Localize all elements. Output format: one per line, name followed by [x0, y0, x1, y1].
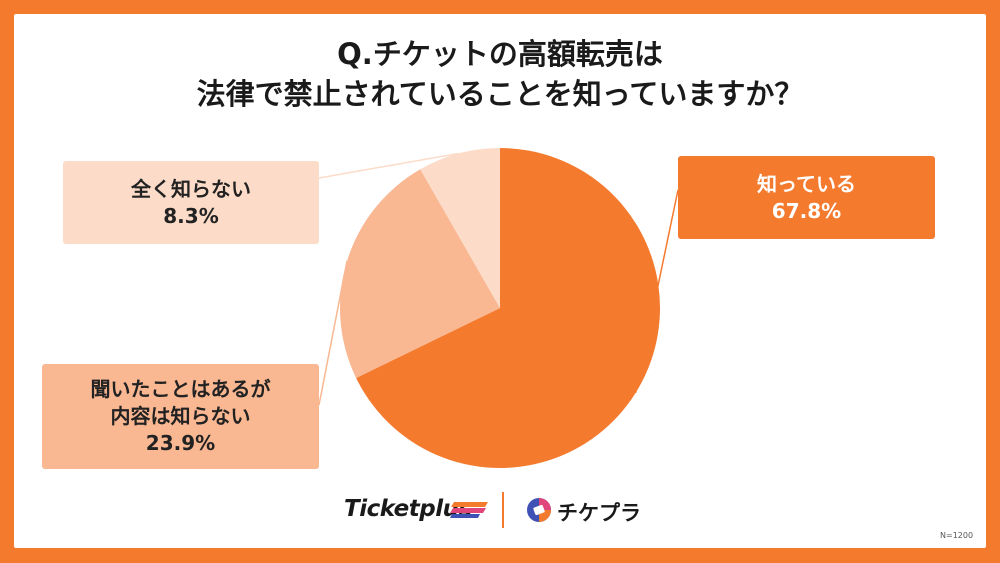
slice-value-unknown: 8.3%: [163, 203, 219, 228]
pie-slice-heard: [340, 169, 500, 378]
title-line-1: Q.チケットの高額転売は: [337, 37, 663, 71]
label-box-unknown: 全く知らない 8.3%: [63, 161, 319, 244]
leader-line-unknown: [318, 152, 459, 179]
chikepura-logo-icon: [527, 498, 551, 522]
slice-value-heard: 23.9%: [145, 431, 216, 455]
slice-value-know: 67.8%: [771, 198, 842, 223]
slice-label-heard-line-2: 内容は知らない: [110, 404, 251, 428]
sample-size-note: N=1200: [940, 531, 974, 540]
ticketplus-stripes-icon: [450, 502, 488, 518]
footer: Ticketplus チケプラ: [0, 488, 1000, 532]
slice-label-unknown: 全く知らない: [131, 176, 251, 201]
footer-divider: [502, 492, 504, 528]
slice-label-know: 知っている: [757, 171, 856, 196]
leader-line-know: [634, 189, 679, 394]
leader-line-heard: [318, 260, 348, 406]
pie-slice-know: [356, 148, 660, 468]
chart-title: Q.チケットの高額転売は 法律で禁止されていることを知っていますか？: [0, 34, 1000, 114]
chikepura-logo-text: チケプラ: [557, 501, 641, 525]
label-box-know: 知っている 67.8%: [678, 156, 935, 239]
slice-label-heard-line-1: 聞いたことはあるが: [90, 377, 271, 401]
title-line-2: 法律で禁止されていることを知っていますか？: [196, 77, 804, 111]
pie-slice-unknown: [420, 148, 500, 308]
label-box-heard: 聞いたことはあるが 内容は知らない 23.9%: [42, 364, 319, 469]
